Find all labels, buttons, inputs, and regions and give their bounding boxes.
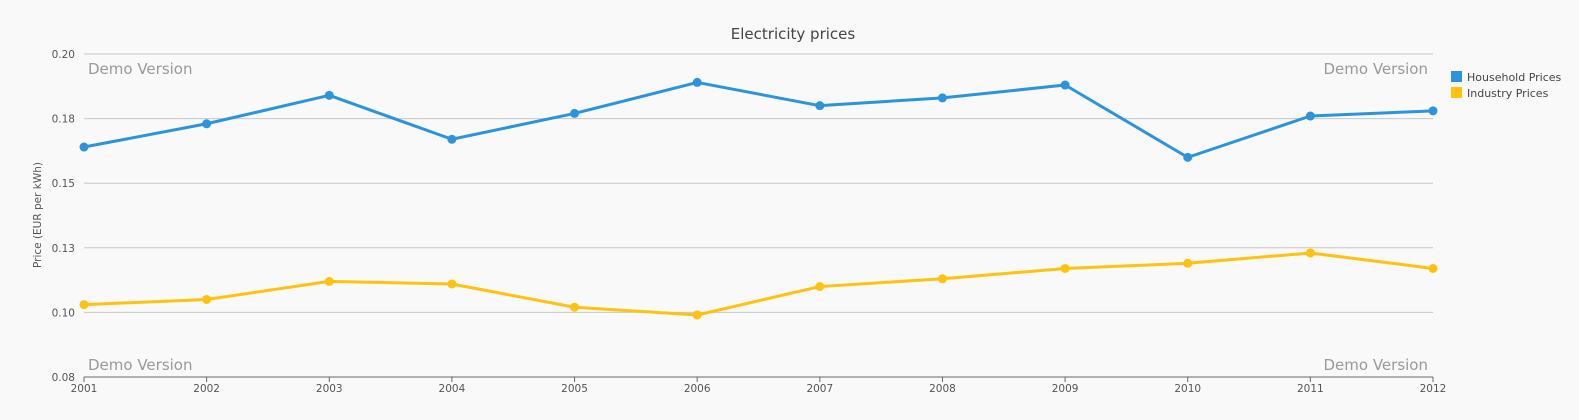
y-tick-labels: 0.20 0.18 0.15 0.13 0.10 0.08 xyxy=(52,49,75,384)
demo-watermark: Demo Version xyxy=(88,60,193,78)
watermarks: Demo Version Demo Version Demo Version Demo… xyxy=(88,60,1428,374)
x-tick-label: 2001 xyxy=(71,383,98,395)
data-point xyxy=(324,90,334,100)
x-tick-label: 2006 xyxy=(684,383,711,395)
legend-label: Industry Prices xyxy=(1467,87,1549,100)
data-point xyxy=(1183,152,1193,162)
data-point xyxy=(570,302,580,312)
data-point xyxy=(937,93,947,103)
data-point xyxy=(815,282,825,292)
x-tick-labels: 2001 2002 2003 2004 2005 2006 2007 2008 2009 2010… xyxy=(71,377,1447,395)
data-point xyxy=(202,119,212,129)
legend-label: Household Prices xyxy=(1467,71,1562,84)
data-point xyxy=(202,294,212,304)
x-tick-label: 2011 xyxy=(1297,383,1324,395)
data-point xyxy=(324,276,334,286)
data-point xyxy=(570,108,580,118)
x-tick-label: 2010 xyxy=(1174,383,1201,395)
data-point xyxy=(1060,80,1070,90)
demo-watermark: Demo Version xyxy=(1324,60,1429,78)
y-axis-label: Price (EUR per kWh) xyxy=(32,162,44,268)
x-tick-label: 2008 xyxy=(929,383,956,395)
demo-watermark: Demo Version xyxy=(1324,356,1429,374)
data-point xyxy=(692,310,702,320)
data-point xyxy=(1305,248,1315,258)
y-tick-label: 0.20 xyxy=(52,49,75,61)
x-tick-label: 2004 xyxy=(439,383,466,395)
series-line-household xyxy=(82,80,1435,159)
legend-item-industry[interactable]: Industry Prices xyxy=(1451,87,1549,100)
series-group xyxy=(79,77,1438,320)
x-tick-label: 2005 xyxy=(561,383,588,395)
legend[interactable]: Household Prices Industry Prices xyxy=(1451,71,1562,100)
legend-swatch xyxy=(1451,71,1462,82)
series-line-industry xyxy=(82,251,1435,317)
data-point xyxy=(937,274,947,284)
data-point xyxy=(692,77,702,87)
data-point xyxy=(1060,263,1070,273)
legend-swatch xyxy=(1451,87,1462,98)
x-tick-label: 2002 xyxy=(193,383,220,395)
data-point xyxy=(447,279,457,289)
grid-lines xyxy=(84,53,1433,378)
y-tick-label: 0.18 xyxy=(52,114,75,126)
data-point xyxy=(1305,111,1315,121)
chart-title: Electricity prices xyxy=(731,25,856,43)
data-point xyxy=(79,142,89,152)
data-point xyxy=(1428,106,1438,116)
x-tick-label: 2007 xyxy=(806,383,833,395)
data-point xyxy=(1428,263,1438,273)
y-tick-label: 0.10 xyxy=(52,307,75,319)
y-tick-label: 0.08 xyxy=(52,372,75,384)
y-tick-label: 0.13 xyxy=(52,243,75,255)
demo-watermark: Demo Version xyxy=(88,356,193,374)
data-point xyxy=(815,101,825,111)
data-point xyxy=(1183,258,1193,268)
data-point xyxy=(447,134,457,144)
x-tick-label: 2009 xyxy=(1052,383,1079,395)
data-point xyxy=(79,300,89,310)
x-tick-label: 2012 xyxy=(1420,383,1447,395)
x-tick-label: 2003 xyxy=(316,383,343,395)
legend-item-household[interactable]: Household Prices xyxy=(1451,71,1562,84)
y-tick-label: 0.15 xyxy=(52,178,75,190)
